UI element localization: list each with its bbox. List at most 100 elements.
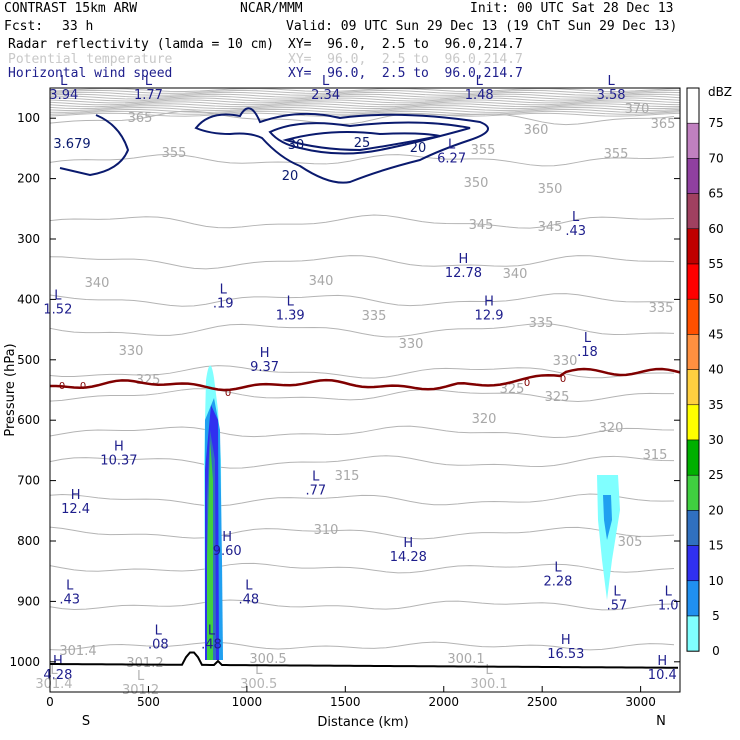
x-tick-label: 500 [137,695,160,709]
fcst-label: Fcst: [4,19,44,34]
theta-contour-label: 301.2 [126,656,163,671]
extremum-value: 10.37 [100,453,137,468]
extremum-letter: L [137,669,145,684]
extremum-value: 1.39 [276,309,305,324]
colorbar-swatch [686,87,700,124]
extremum-letter: H [222,530,232,545]
wind-contour [282,131,441,152]
extremum-value: 14.28 [390,550,427,565]
theta-contour-label: 300.1 [447,652,484,667]
theta-contour-label: 335 [529,316,554,331]
wind-contour [194,107,489,184]
theta-contour [49,493,675,507]
plot-frame [49,87,681,693]
extremum-value: 4.28 [43,668,72,683]
theta-contour-strat [49,108,681,113]
extremum-letter: H [484,295,494,310]
extremum-value: .43 [565,224,586,239]
y-tick-label: 200 [17,172,40,186]
theta-contour-label: 350 [538,182,563,197]
extremum-letter: H [71,488,81,503]
extremum-letter: L [208,624,216,639]
colorbar-swatch [686,580,700,617]
theta-contour-label: 360 [524,123,549,138]
extremum-letter: L [476,74,484,89]
extremum-value: 1.52 [43,302,72,317]
theta-contour [49,293,675,307]
theta-contour-label: 355 [471,143,496,158]
colorbar-swatch [686,263,700,300]
extremum-value: .08 [148,638,169,653]
extremum-letter: L [312,470,320,485]
theta-contour-label: 325 [545,390,570,405]
colorbar-level: 20 [708,503,723,517]
extremum-letter: H [459,252,469,267]
colorbar-level: 55 [708,257,723,271]
north-label: N [656,714,666,729]
extremum-value: 12.9 [475,309,504,324]
theta-contour-label: 300.5 [249,652,286,667]
extremum-letter: L [155,624,163,639]
extremum-value: 12.4 [61,502,90,517]
colorbar-level: 65 [708,187,723,201]
extremum-letter: H [403,536,413,551]
colorbar-level: 45 [708,327,723,341]
extremum-value: .43 [59,592,80,607]
y-tick-label: 800 [17,534,40,548]
extremum-value: 9.60 [213,544,242,559]
theta-contour [49,455,675,469]
org-label: NCAR/MMM [240,1,303,16]
colorbar-frame [686,87,700,652]
extremum-letter: L [255,663,263,678]
field-reflectivity-name: Radar reflectivity (lamda = 10 cm) [8,37,275,52]
colorbar-swatch [686,298,700,335]
colorbar-swatch [686,404,700,441]
theta-contour-label: 340 [309,274,334,289]
extremum-letter: L [60,74,68,89]
y-tick-label: 100 [17,111,40,125]
extremum-value: 3.58 [597,88,626,103]
extremum-value: .48 [239,592,260,607]
extremum-letter: L [50,663,58,678]
extremum-letter: L [613,584,621,599]
colorbar-unit: dBZ [708,85,732,99]
model-title: CONTRAST 15km ARW [4,1,138,16]
theta-contour-label: 345 [538,220,563,235]
colorbar-swatch [686,193,700,230]
fcst-value: 33 h [62,19,94,34]
extremum-letter: L [448,137,456,152]
colorbar-swatch [686,158,700,194]
theta-contour-strat [49,101,681,106]
init-time: Init: 00 UTC Sat 28 Dec 13 [470,1,674,16]
field-theta-xy: XY= 96.0, 2.5 to 96.0,214.7 [288,52,523,67]
colorbar-level: 70 [708,151,723,165]
zero-degree-line [49,367,681,392]
y-tick-label: 300 [17,232,40,246]
theta-contour [49,641,675,651]
extremum-letter: H [561,633,571,648]
field-wind-name: Horizontal wind speed [8,66,173,81]
extremum-value: .57 [607,598,628,613]
wind-contour-label: 30 [288,138,305,153]
colorbar-swatch [686,122,700,159]
valid-time: Valid: 09 UTC Sun 29 Dec 13 (19 ChT Sun … [286,19,678,34]
theta-contour [49,110,675,126]
theta-contour [49,153,675,167]
extremum-letter: L [54,288,62,303]
colorbar-swatch [686,334,700,370]
reflectivity-cell-2-5dbz [597,475,620,600]
x-tick-label: 2500 [527,695,558,709]
reflectivity-25dbz [207,440,213,660]
theta-contour-label: 305 [618,535,643,550]
extremum-letter: L [572,210,580,225]
extremum-value: 10.4 [648,668,677,683]
theta-contour-label: 370 [625,102,650,117]
colorbar-swatch [686,228,700,265]
colorbar-swatch [686,369,700,406]
theta-contour [49,214,675,229]
colorbar-swatch [686,545,700,582]
theta-contour-label: 340 [503,267,528,282]
x-axis-title: Distance (km) [317,715,408,730]
extremum-letter: L [66,578,74,593]
